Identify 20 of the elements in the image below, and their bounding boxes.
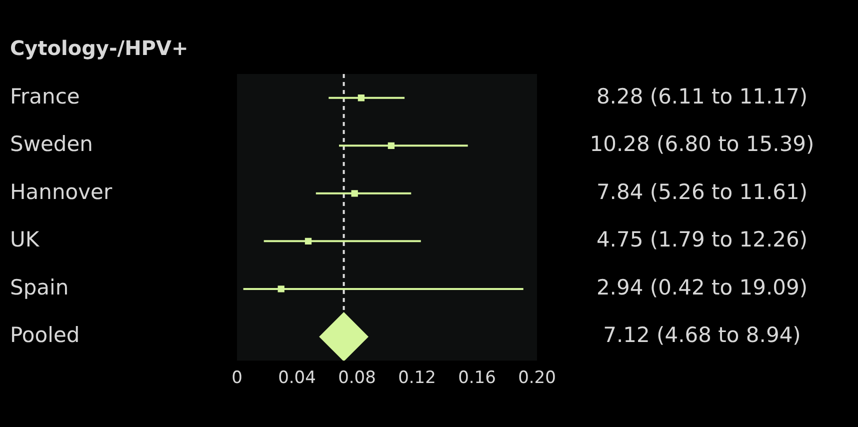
text: 7.12 (4.68 to 8.94) — [603, 323, 801, 348]
y-tick-label: France — [10, 84, 80, 108]
y-tick-label: Pooled — [10, 323, 80, 348]
x-tick-label: 0.12 — [398, 368, 436, 388]
y-tick-label: Spain — [10, 275, 69, 300]
x-tick-label: 0.04 — [278, 368, 316, 388]
x-tick-label: 0.16 — [458, 368, 496, 388]
x-tick-label: 0.20 — [518, 368, 556, 388]
text: 8.28 (6.11 to 11.17) — [596, 84, 808, 108]
text: 2.94 (0.42 to 19.09) — [596, 275, 808, 300]
y-tick-label: Hannover — [10, 180, 112, 204]
x-tick-label: 0.08 — [338, 368, 376, 388]
text: 7.84 (5.26 to 11.61) — [596, 180, 808, 204]
y-tick-label: Sweden — [10, 132, 93, 156]
chart-title: Cytology-/HPV+ — [10, 36, 188, 60]
x-tick-label: 0 — [232, 368, 242, 388]
text: 4.75 (1.79 to 12.26) — [596, 228, 808, 252]
point — [319, 312, 368, 361]
text: 10.28 (6.80 to 15.39) — [590, 132, 814, 156]
y-tick-label: UK — [10, 228, 40, 252]
